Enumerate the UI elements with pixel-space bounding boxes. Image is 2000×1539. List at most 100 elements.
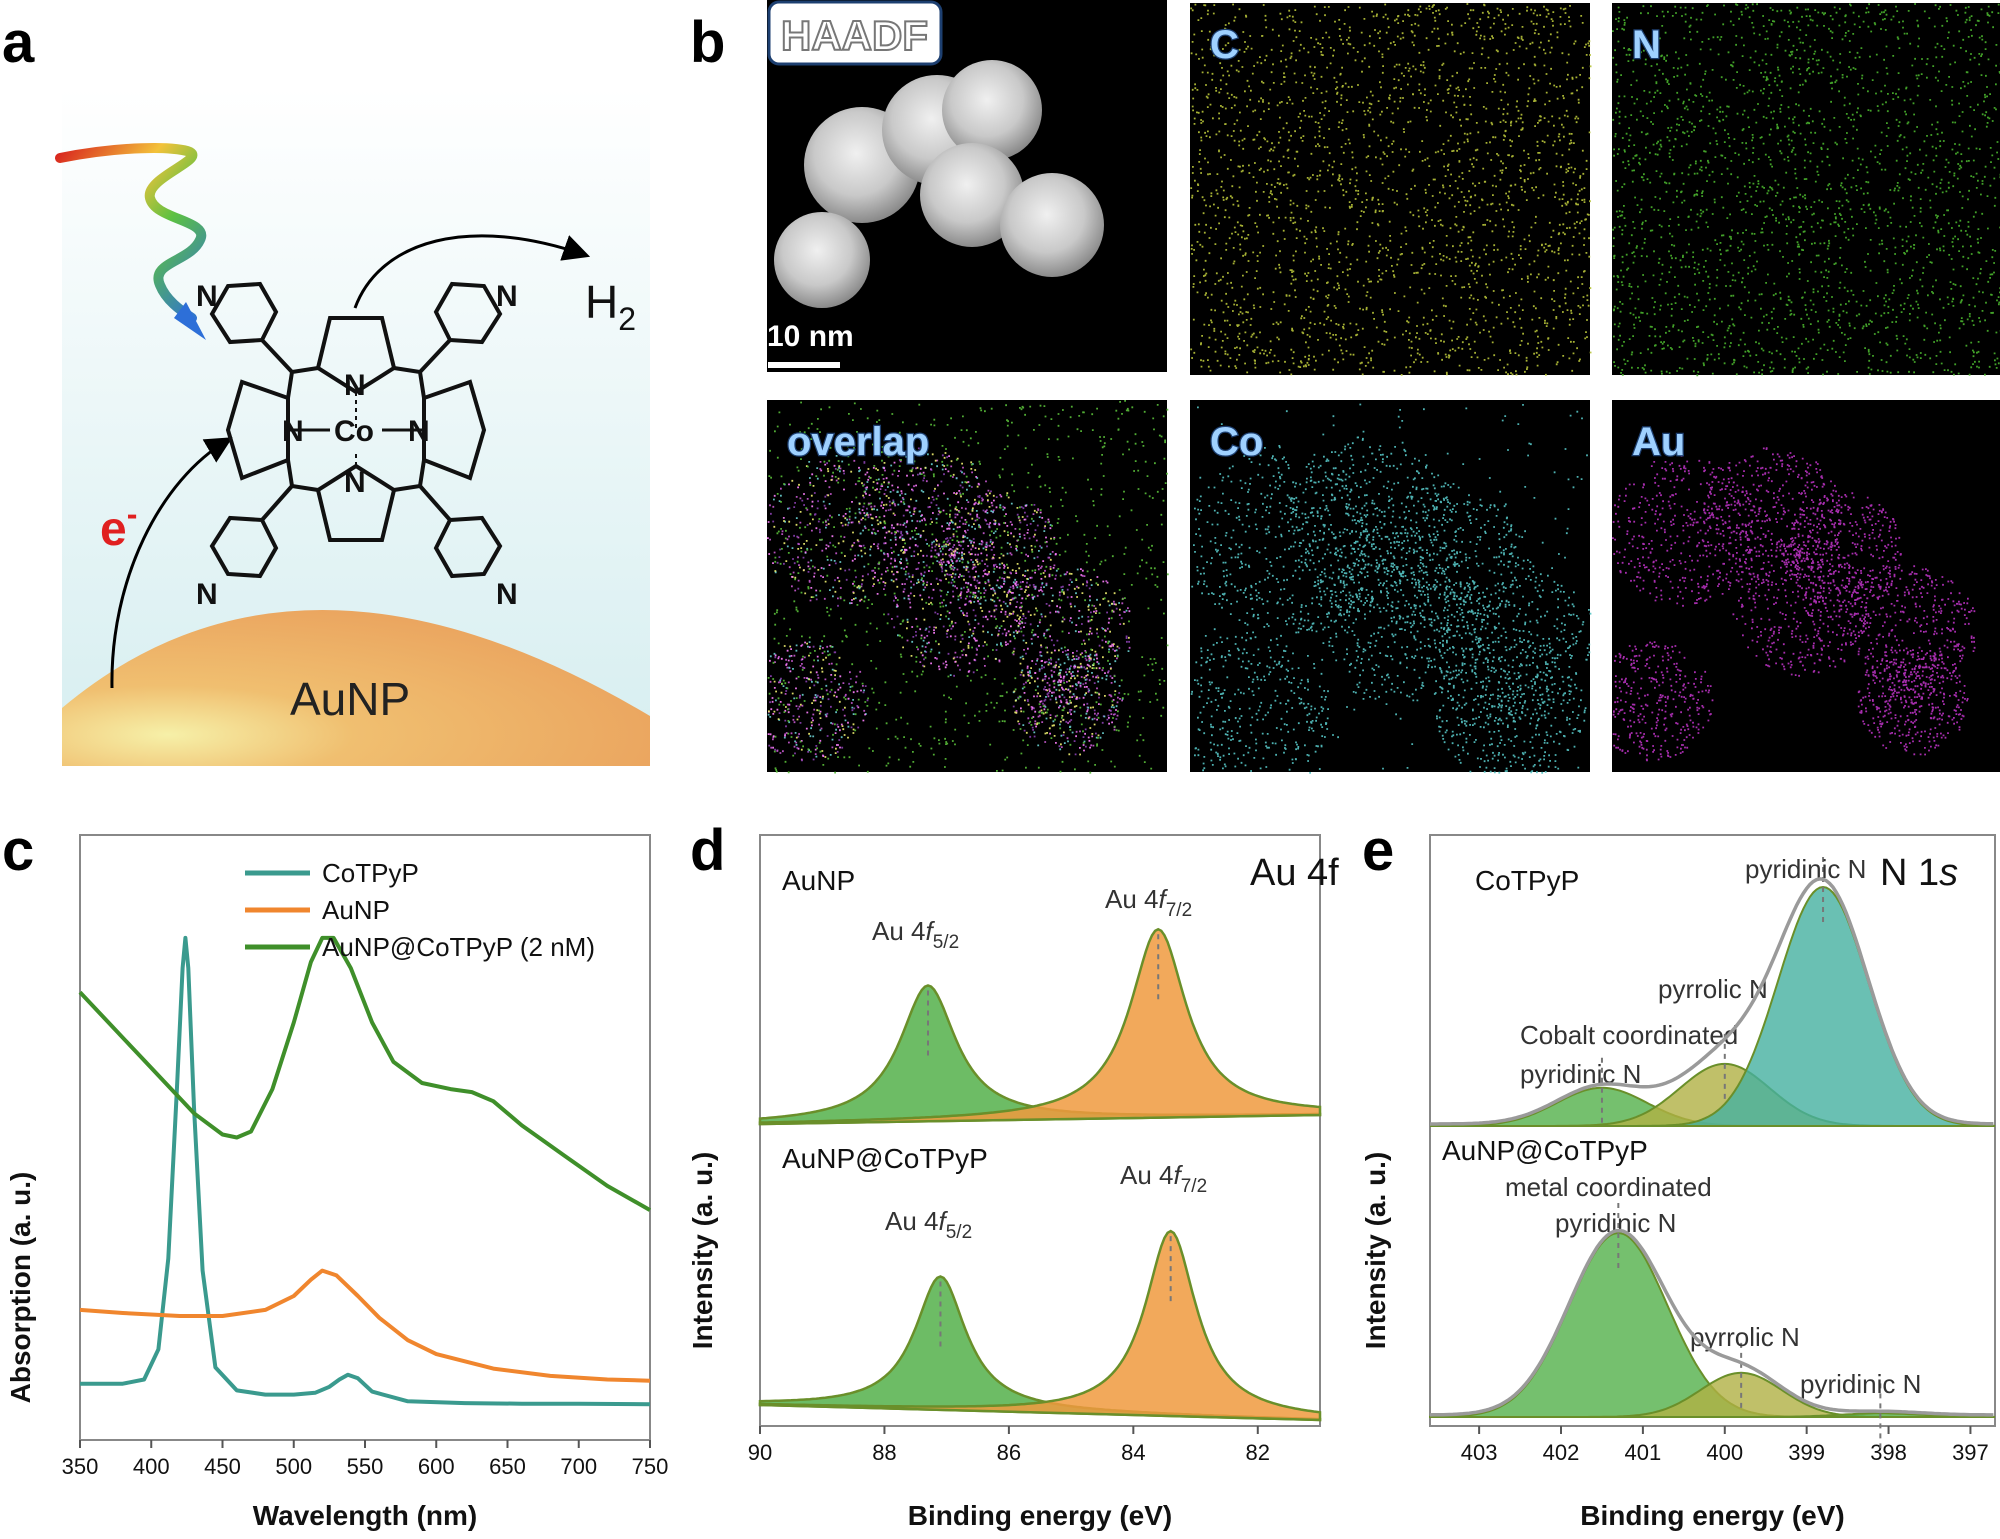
- y-axis-label: Absorption (a. u.): [5, 1172, 36, 1404]
- series-line-2: [78, 935, 651, 1212]
- label-main: Au 4: [1120, 1160, 1174, 1190]
- particle: [942, 60, 1042, 160]
- title-main: N 1: [1880, 852, 1939, 894]
- peak-label-0-2: pyridinic N: [1745, 854, 1866, 884]
- x-tick-label: 84: [1121, 1440, 1145, 1465]
- atom-n-py-tl: N: [196, 280, 218, 313]
- atom-n-py-br: N: [496, 578, 518, 611]
- panel-label-a: a: [2, 10, 35, 75]
- label-f: f: [1174, 1160, 1184, 1190]
- map-signal: [1190, 403, 1592, 774]
- particle: [774, 212, 870, 308]
- peak-label-0-1: Au 4f7/2: [1105, 884, 1192, 921]
- h2-label: H2: [585, 276, 636, 337]
- map-background: [1612, 400, 2000, 772]
- map-co: Co: [1190, 400, 1592, 774]
- series-line-1: [79, 1268, 651, 1383]
- label-sub: 5/2: [933, 932, 959, 953]
- label-f: f: [939, 1206, 949, 1236]
- map-label-box: HAADF: [767, 0, 943, 66]
- map-label: N: [1632, 23, 1661, 67]
- y-axis-label: Intensity (a. u.): [687, 1152, 718, 1350]
- x-tick-label: 398: [1870, 1440, 1907, 1465]
- electron-label: e-: [100, 496, 137, 556]
- label-f: f: [926, 916, 936, 946]
- x-tick-label: 86: [997, 1440, 1021, 1465]
- map-background: [1190, 400, 1590, 772]
- sample-label-0: AuNP: [782, 865, 855, 896]
- title-s: s: [1939, 852, 1958, 894]
- x-tick-label: 90: [748, 1440, 772, 1465]
- atom-labels: N N Co N N N N N N: [196, 280, 518, 611]
- x-tick-label: 403: [1461, 1440, 1498, 1465]
- peak-label-0-0: Au 4f5/2: [872, 916, 959, 953]
- x-tick-label: 400: [133, 1454, 170, 1479]
- x-tick-label: 400: [1706, 1440, 1743, 1465]
- plot-frame: [1429, 834, 1996, 1427]
- map-overlap: overlap: [767, 400, 1169, 774]
- map-signal: [767, 455, 1131, 757]
- chart-title: Au 4f: [1250, 852, 1339, 894]
- x-tick-label: 650: [489, 1454, 526, 1479]
- aunp-label: AuNP: [290, 673, 410, 725]
- x-tick-label: 750: [632, 1454, 669, 1479]
- sample-label-1: AuNP@CoTPyP: [1442, 1135, 1648, 1166]
- x-axis-label: Wavelength (nm): [253, 1500, 478, 1531]
- label-main: Au 4: [885, 1206, 939, 1236]
- atom-n-py-bl: N: [196, 578, 218, 611]
- plot-frame: [79, 834, 651, 1441]
- x-tick-label: 402: [1543, 1440, 1580, 1465]
- x-tick-label: 550: [347, 1454, 384, 1479]
- x-axis-label: Binding energy (eV): [1580, 1500, 1844, 1531]
- label-main: Au 4: [872, 916, 926, 946]
- legend-label-2: AuNP@CoTPyP (2 nM): [322, 932, 595, 962]
- scale-bar-label: 10 nm: [767, 320, 854, 353]
- peak-label-1-0: Au 4f5/2: [885, 1206, 972, 1243]
- peak-area-1-2: [1430, 1412, 1996, 1418]
- atom-n-bottom: N: [344, 466, 366, 499]
- x-tick-label: 700: [560, 1454, 597, 1479]
- panel-a: a AuNP e- H2: [2, 10, 650, 766]
- x-tick-label: 600: [418, 1454, 455, 1479]
- map-n: N: [1612, 3, 2000, 377]
- map-au: Au: [1612, 400, 2000, 772]
- peak-area-0-1: [758, 927, 1322, 1126]
- x-tick-label: 399: [1788, 1440, 1825, 1465]
- plot-frame: [759, 834, 1321, 1427]
- map-label: overlap: [787, 420, 929, 464]
- aunp-particle: [62, 609, 650, 766]
- label-f: f: [1159, 884, 1169, 914]
- panel-e: e 403 402 401 400 399 398 397 Binding energy (e…: [1360, 818, 1996, 1531]
- legend-label-1: AuNP: [322, 895, 390, 925]
- peak-label-line1: metal coordinated: [1505, 1172, 1712, 1202]
- x-tick-label: 500: [275, 1454, 312, 1479]
- x-tick-label: 397: [1952, 1440, 1989, 1465]
- panel-label-b: b: [690, 10, 725, 75]
- panel-label-d: d: [690, 818, 725, 883]
- particle: [1000, 173, 1104, 277]
- map-background: [1190, 3, 1590, 375]
- legend-label-0: CoTPyP: [322, 858, 419, 888]
- label-sub: 5/2: [946, 1222, 972, 1243]
- panel-label-e: e: [1362, 818, 1394, 883]
- map-label: C: [1210, 23, 1239, 67]
- peak-label-1-1: Au 4f7/2: [1120, 1160, 1207, 1197]
- atom-n-py-tr: N: [496, 280, 518, 313]
- map-background: [767, 400, 1167, 772]
- x-tick-label: 88: [872, 1440, 896, 1465]
- peak-label-1-2: pyridinic N: [1800, 1369, 1921, 1399]
- panel-label-c: c: [2, 818, 34, 883]
- panel-d: d 90 88 86 84 82 Binding energy (eV) Intensity…: [687, 818, 1339, 1531]
- map-label: HAADF: [781, 12, 928, 59]
- envelope-line-0: [1430, 877, 1994, 1126]
- map-label: Co: [1210, 420, 1263, 464]
- particle: [920, 143, 1024, 247]
- x-tick-label: 82: [1246, 1440, 1270, 1465]
- atom-co: Co: [334, 415, 374, 448]
- light-wave-icon: [55, 143, 207, 323]
- x-tick-label: 450: [204, 1454, 241, 1479]
- envelope-line-1: [1429, 1228, 1994, 1417]
- atom-n-left: N: [282, 415, 304, 448]
